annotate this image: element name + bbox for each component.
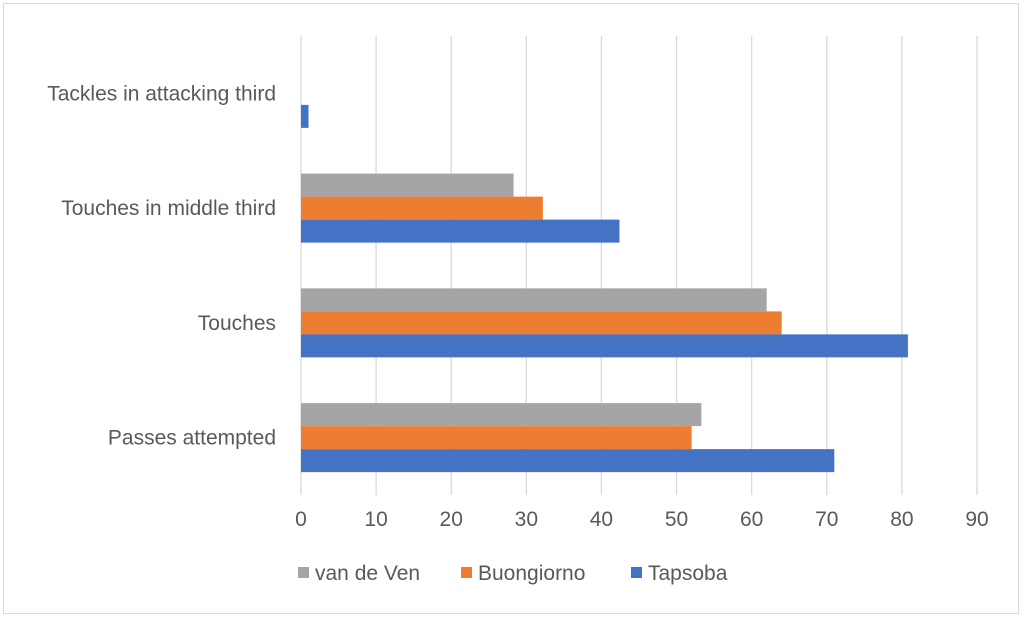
bar	[301, 334, 908, 358]
bar	[301, 449, 835, 473]
x-tick-label: 10	[364, 508, 387, 531]
legend-swatch	[298, 567, 309, 578]
bar	[301, 104, 309, 128]
x-tick-label: 90	[965, 508, 988, 531]
bar	[301, 288, 767, 312]
bar	[301, 426, 692, 450]
legend: van de Ven Buongiorno Tapsoba	[298, 562, 728, 585]
category-label: Touches in middle third	[61, 197, 276, 220]
x-tick-label: 60	[740, 508, 763, 531]
x-tick-label: 0	[295, 508, 307, 531]
legend-swatch	[461, 567, 472, 578]
x-tick-label: 40	[590, 508, 613, 531]
legend-label: Tapsoba	[648, 562, 728, 585]
x-tick-labels: 0 10 20 30 40 50 60 70 80 90	[295, 508, 989, 531]
category-labels: Passes attempted Touches Touches in middle…	[47, 82, 276, 449]
x-tick-label: 30	[515, 508, 538, 531]
x-tick-label: 50	[665, 508, 688, 531]
legend-swatch	[631, 567, 642, 578]
bar	[301, 311, 782, 335]
bar	[301, 219, 620, 243]
legend-label: van de Ven	[315, 562, 420, 585]
category-label: Touches	[198, 312, 276, 335]
category-label: Tackles in attacking third	[47, 82, 276, 105]
x-tick-label: 70	[815, 508, 838, 531]
legend-label: Buongiorno	[478, 562, 585, 585]
bar	[301, 403, 702, 427]
x-tick-label: 20	[440, 508, 463, 531]
bar	[301, 196, 543, 220]
bars	[301, 104, 908, 473]
x-tick-label: 80	[890, 508, 913, 531]
category-label: Passes attempted	[108, 427, 276, 450]
bar	[301, 173, 514, 197]
